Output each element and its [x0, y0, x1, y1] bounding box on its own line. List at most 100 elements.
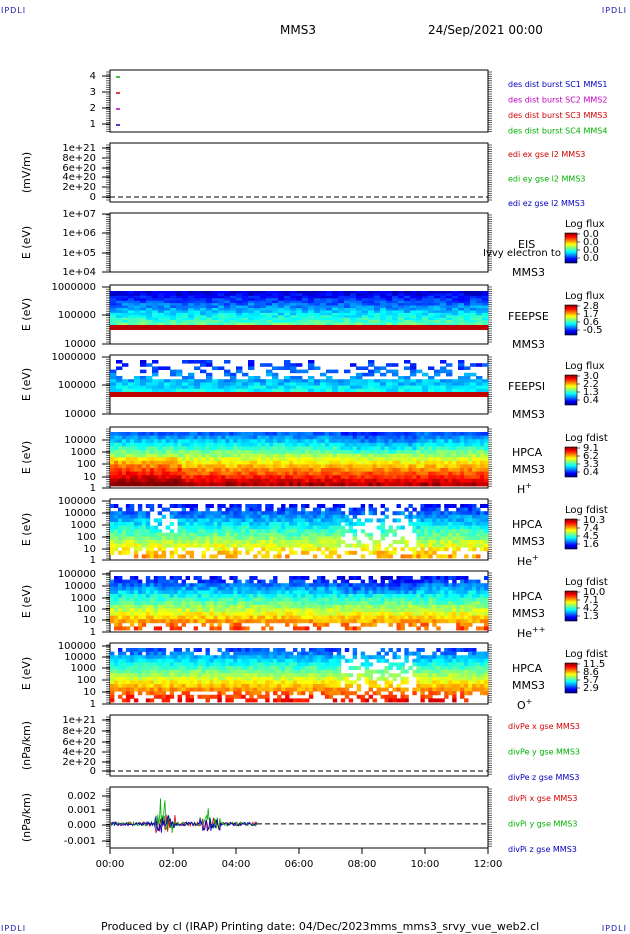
spectrogram-cell — [428, 532, 433, 537]
spectrogram-cell — [146, 379, 153, 383]
spectrogram-cell — [440, 315, 447, 319]
spectrogram-cell — [320, 450, 326, 454]
spectrogram-cell — [392, 385, 399, 390]
spectrogram-cell — [229, 442, 234, 447]
spectrogram-cell — [404, 471, 409, 476]
spectrogram-cell — [289, 619, 294, 624]
spectrogram-cell — [245, 626, 250, 631]
spectrogram-cell — [225, 442, 230, 447]
spectrogram-cell — [420, 540, 425, 544]
spectrogram-cell — [145, 583, 151, 588]
spectrogram-cell — [224, 320, 231, 323]
spectrogram-cell — [305, 471, 310, 476]
spectrogram-cell — [118, 471, 123, 476]
spectrogram-cell — [308, 322, 315, 326]
spectrogram-cell — [380, 303, 387, 306]
spectrogram-cell — [364, 457, 370, 462]
spectrogram-cell — [344, 322, 351, 326]
spectrogram-cell — [261, 619, 266, 624]
spectrogram-cell — [328, 439, 334, 444]
spectrogram-cell — [157, 576, 163, 580]
spectrogram-cell — [121, 511, 127, 516]
spectrogram-cell — [362, 385, 369, 390]
spectrogram-cell — [424, 518, 429, 523]
spectrogram-cell — [125, 612, 131, 616]
spectrogram-cell — [424, 511, 429, 516]
spectrogram-cell — [114, 457, 119, 462]
spectrogram-cell — [284, 379, 291, 383]
spectrogram-cell — [165, 532, 171, 537]
spectrogram-cell — [158, 300, 165, 304]
spectrogram-cell — [412, 522, 417, 526]
y-tick-label: 100 — [77, 604, 96, 615]
spectrogram-cell — [398, 291, 405, 294]
spectrogram-cell — [205, 601, 210, 606]
spectrogram-cell — [328, 540, 334, 544]
spectrogram-cell — [269, 583, 274, 588]
spectrogram-cell — [169, 626, 175, 631]
spectrogram-cell — [380, 322, 387, 326]
spectrogram-cell — [428, 385, 435, 390]
spectrogram-cell — [122, 291, 129, 294]
spectrogram-cell — [392, 550, 397, 555]
spectrogram-cell — [170, 369, 177, 374]
spectrogram-cell — [254, 376, 261, 380]
spectrogram-cell — [169, 468, 175, 472]
spectrogram-cell — [129, 514, 135, 519]
spectrogram-cell — [410, 300, 417, 304]
spectrogram-cell — [129, 590, 135, 595]
spectrogram-cell — [153, 604, 159, 609]
spectrogram-cell — [249, 608, 254, 613]
spectrogram-cell — [242, 385, 249, 390]
spectrogram-cell — [312, 540, 318, 544]
spectrogram-cell — [440, 525, 445, 530]
spectrogram-cell — [161, 554, 167, 559]
spectrogram-cell — [404, 450, 409, 454]
spectrogram-cell — [110, 471, 115, 476]
spectrogram-cell — [225, 432, 230, 436]
spectrogram-cell — [368, 293, 375, 297]
spectrogram-cell — [164, 312, 171, 316]
spectrogram-cell — [384, 442, 389, 447]
spectrogram-cell — [460, 482, 465, 487]
spectrogram-cell — [230, 385, 237, 390]
spectrogram-cell — [273, 583, 278, 588]
spectrogram-cell — [468, 536, 473, 541]
spectrogram-cell — [128, 382, 135, 386]
spectrogram-cell — [336, 478, 342, 483]
spectrogram-cell — [245, 619, 250, 624]
spectrogram-cell — [314, 295, 321, 299]
spectrogram-cell — [290, 300, 297, 304]
spectrogram-cell — [316, 457, 322, 462]
spectrogram-cell — [225, 594, 230, 598]
spectrogram-cell — [434, 382, 441, 386]
spectrogram-cell — [161, 601, 167, 606]
spectrogram-cell — [350, 376, 357, 380]
spectrogram-cell — [225, 536, 230, 541]
spectrogram-cell — [233, 471, 238, 476]
spectrogram-cell — [173, 504, 179, 508]
spectrogram-cell — [269, 478, 274, 483]
spectrogram-cell — [410, 317, 417, 321]
spectrogram-cell — [428, 298, 435, 302]
spectrogram-cell — [121, 518, 127, 523]
spectrogram-cell — [428, 293, 435, 297]
spectrogram-cell — [194, 320, 201, 323]
spectrogram-cell — [133, 475, 139, 480]
spectrogram-cell — [289, 514, 294, 519]
spectrogram-cell — [476, 478, 481, 483]
spectrogram-cell — [272, 366, 279, 370]
spectrogram-cell — [277, 464, 282, 469]
spectrogram-cell — [213, 464, 218, 469]
spectrogram-cell — [468, 435, 473, 440]
spectrogram-cell — [305, 540, 310, 544]
spectrogram-cell — [213, 594, 218, 598]
spectrogram-cell — [372, 435, 377, 440]
spectrogram-cell — [161, 460, 167, 465]
spectrogram-cell — [428, 460, 433, 465]
spectrogram-cell — [241, 608, 246, 613]
spectrogram-cell — [364, 435, 370, 440]
spectrogram-cell — [456, 478, 461, 483]
colorbar-title: Log flux — [565, 361, 605, 372]
spectrogram-cell — [110, 460, 115, 465]
